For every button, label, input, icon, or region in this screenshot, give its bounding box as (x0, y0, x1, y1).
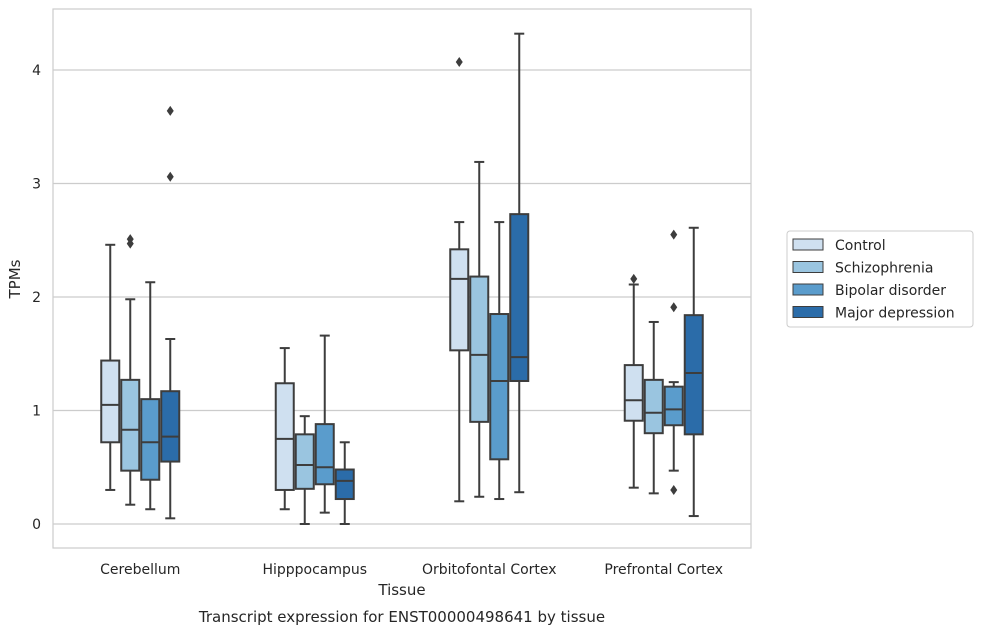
y-tick-label: 3 (32, 177, 41, 193)
box-hipppocampus-control (274, 347, 295, 511)
box-cerebellum-major-depression (160, 105, 181, 520)
box-iqr (489, 313, 510, 461)
legend-label: Control (835, 238, 886, 254)
outlier-point (670, 229, 678, 240)
legend-swatch (792, 306, 824, 318)
y-tick-label: 2 (32, 290, 41, 306)
box-cerebellum-control (100, 243, 121, 491)
y-axis-title: TPMs (6, 259, 24, 299)
box-cerebellum-bipolar-disorder (140, 281, 161, 511)
box-cerebellum-schizophrenia (120, 234, 141, 506)
outlier-point (630, 273, 638, 284)
x-tick-labels: Cerebellum Hipppocampus Orbitofontal Corte… (100, 562, 723, 578)
box-iqr (100, 359, 121, 444)
box-hipppocampus-major-depression (334, 441, 355, 525)
outlier-point (455, 57, 463, 68)
box-hipppocampus-schizophrenia (294, 415, 315, 525)
boxes-layer (100, 32, 704, 525)
box-hipppocampus-bipolar-disorder (314, 334, 335, 514)
legend-swatch (792, 261, 824, 273)
legend-frame (786, 230, 974, 328)
legend-swatch (792, 238, 824, 251)
legend-label: Bipolar disorder (835, 283, 946, 299)
y-tick-label: 0 (32, 517, 41, 533)
x-tick-label: Cerebellum (100, 562, 180, 578)
box-iqr (314, 423, 335, 486)
box-prefrontal-cortex-schizophrenia (643, 320, 664, 495)
box-iqr (469, 275, 490, 423)
plot-area-frame (52, 8, 752, 549)
legend-label: Major depression (835, 306, 955, 322)
box-orbitofontal-cortex-control (449, 57, 470, 503)
box-iqr (643, 378, 664, 435)
box-prefrontal-cortex-bipolar-disorder (663, 229, 684, 495)
x-tick-label: Prefrontal Cortex (604, 562, 723, 578)
y-tick-label: 4 (32, 63, 41, 79)
outlier-point (126, 234, 134, 245)
box-iqr (294, 433, 315, 490)
box-orbitofontal-cortex-schizophrenia (469, 160, 490, 498)
box-iqr (160, 390, 181, 463)
box-iqr (683, 314, 704, 436)
legend-label: Schizophrenia (835, 261, 933, 277)
box-iqr (274, 382, 295, 491)
x-axis-title: Tissue (377, 581, 425, 599)
box-iqr (120, 378, 141, 472)
outlier-point (166, 171, 174, 182)
box-iqr (334, 468, 355, 501)
outlier-point (670, 302, 678, 313)
box-iqr (623, 364, 644, 422)
x-tick-label: Orbitofontal Cortex (422, 562, 557, 578)
chart-caption: Transcript expression for ENST0000049864… (198, 608, 605, 626)
box-prefrontal-cortex-major-depression (683, 226, 704, 518)
box-iqr (140, 398, 161, 481)
legend: Control Schizophrenia Bipolar disorder Majo… (786, 230, 974, 328)
box-prefrontal-cortex-control (623, 273, 644, 489)
box-iqr (663, 385, 684, 427)
outlier-point (166, 105, 174, 116)
y-tick-label: 1 (32, 404, 41, 420)
box-iqr (449, 248, 470, 352)
y-tick-labels: 0 1 2 3 4 (32, 63, 41, 533)
box-iqr (509, 213, 530, 382)
x-tick-label: Hipppocampus (262, 562, 367, 578)
legend-swatch (792, 283, 824, 296)
box-orbitofontal-cortex-bipolar-disorder (489, 221, 510, 501)
outlier-point (670, 484, 678, 495)
box-orbitofontal-cortex-major-depression (509, 32, 530, 494)
